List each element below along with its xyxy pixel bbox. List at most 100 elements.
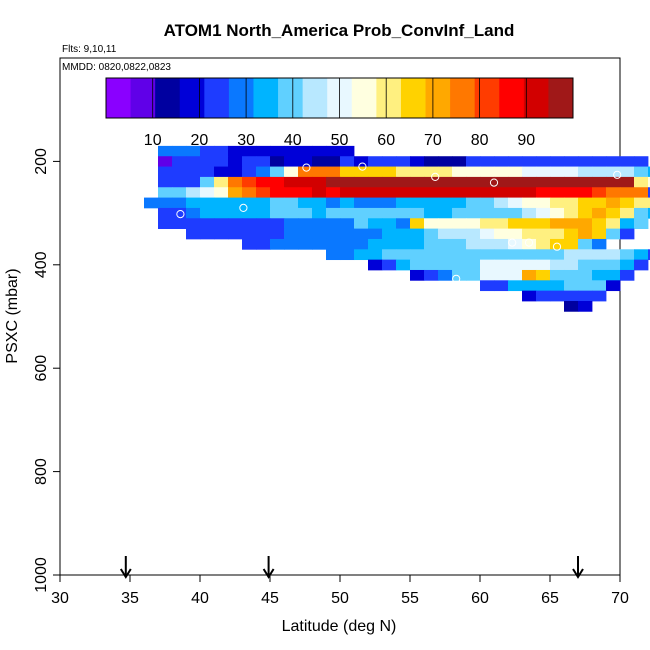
heatmap-cell	[466, 176, 481, 188]
heatmap-cell	[354, 176, 369, 188]
heatmap-cell	[452, 238, 467, 250]
heatmap-cell	[424, 259, 439, 271]
heatmap-cell	[536, 280, 551, 292]
heatmap-cell	[228, 166, 243, 178]
heatmap-cell	[578, 166, 593, 178]
data-point	[302, 163, 311, 172]
heatmap-cell	[480, 238, 495, 250]
y-tick-label: 600	[33, 355, 50, 382]
heatmap-cell	[242, 238, 257, 250]
heatmap-cell	[606, 197, 621, 209]
heatmap-cell	[494, 187, 509, 198]
heatmap-cell	[452, 259, 467, 271]
heatmap-cell	[158, 187, 173, 198]
heatmap-cell	[578, 249, 593, 261]
data-point	[141, 152, 150, 161]
heatmap-cell	[508, 259, 523, 271]
heatmap-cell	[340, 156, 355, 167]
heatmap-cell	[466, 228, 481, 240]
heatmap-cell	[340, 228, 355, 240]
heatmap-cell	[256, 166, 271, 178]
heatmap-cell	[508, 166, 523, 178]
data-point	[146, 162, 156, 171]
colorbar-tick-label: 30	[237, 132, 255, 149]
data-point	[431, 172, 440, 181]
heatmap-cell	[452, 218, 467, 230]
heatmap-cell	[452, 166, 467, 178]
heatmap-cell	[480, 176, 495, 188]
heatmap-cell	[536, 228, 551, 240]
heatmap-cell	[522, 238, 537, 250]
heatmap-cell	[424, 166, 439, 178]
heatmap-cell	[564, 187, 579, 198]
heatmap-cell	[634, 218, 649, 230]
heatmap-cell	[578, 207, 593, 219]
heatmap-cell	[186, 187, 201, 198]
x-tick-label: 50	[331, 590, 349, 607]
heatmap-cell	[326, 218, 341, 230]
heatmap-cell	[312, 176, 327, 188]
x-tick-label: 70	[611, 590, 629, 607]
heatmap-cell	[284, 166, 299, 178]
heatmap-cell	[186, 218, 201, 230]
heatmap-cell	[312, 156, 327, 167]
heatmap-cell	[536, 197, 551, 209]
heatmap-cell	[270, 218, 285, 230]
heatmap-cell	[480, 207, 495, 219]
heatmap-cell	[564, 259, 579, 271]
heatmap-cell	[354, 207, 369, 219]
heatmap-cell	[242, 197, 257, 209]
data-point	[148, 166, 157, 175]
heatmap-cell	[256, 238, 271, 250]
heatmap-cell	[326, 166, 341, 178]
heatmap-cell	[270, 187, 285, 198]
heatmap-cell	[200, 145, 215, 157]
data-point	[379, 287, 388, 296]
heatmap-cell	[620, 269, 635, 281]
heatmap-cell	[634, 176, 649, 188]
heatmap-cell	[424, 207, 439, 219]
heatmap-cell	[536, 259, 551, 271]
heatmap-cell	[480, 218, 495, 230]
heatmap-cell	[494, 228, 509, 240]
heatmap-cell	[200, 187, 215, 198]
heatmap-cell	[158, 166, 173, 178]
heatmap-cell	[256, 176, 271, 188]
data-point	[176, 210, 185, 219]
heatmap-cell	[200, 197, 215, 209]
heatmap-cell	[494, 249, 509, 261]
heatmap-cell	[326, 187, 341, 198]
colorbar-swatch	[450, 78, 476, 118]
heatmap-cell	[228, 156, 243, 167]
heatmap-cell	[312, 166, 327, 178]
heatmap-cell	[620, 166, 635, 178]
data-point	[195, 319, 205, 328]
data-point	[475, 335, 485, 344]
heatmap-cell	[452, 197, 467, 209]
heatmap-cell	[298, 187, 313, 198]
heatmap-cell	[354, 166, 369, 178]
heatmap-cell	[284, 156, 299, 167]
heatmap-cell	[256, 145, 271, 157]
heatmap-cell	[438, 238, 453, 250]
heatmap-cell	[592, 187, 607, 198]
heatmap-cell	[270, 145, 285, 157]
heatmap-cell	[480, 249, 495, 261]
heatmap-cell	[634, 249, 649, 261]
heatmap-cell	[550, 166, 565, 178]
heatmap-cell	[606, 259, 621, 271]
colorbar-tick-label: 10	[144, 132, 162, 149]
heatmap-cell	[522, 197, 537, 209]
heatmap-cell	[480, 228, 495, 240]
heatmap-cell	[382, 238, 397, 250]
heatmap-cell	[326, 197, 341, 209]
heatmap-cell	[438, 156, 453, 167]
heatmap-cell	[326, 176, 341, 188]
data-point	[321, 279, 331, 288]
y-tick-label: 200	[33, 148, 50, 175]
heatmap-cell	[480, 259, 495, 271]
heatmap-cell	[494, 238, 509, 250]
heatmap-cell	[228, 197, 243, 209]
heatmap-cell	[368, 207, 383, 219]
heatmap-cell	[368, 228, 383, 240]
